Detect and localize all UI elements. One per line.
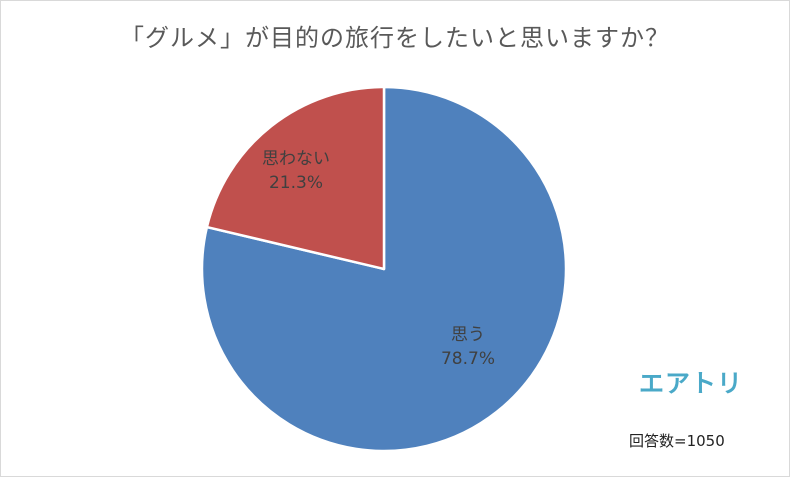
slice-label-0: 思う (451, 325, 485, 345)
chart-title: 「グルメ」が目的の旅行をしたいと思いますか？ (120, 24, 670, 52)
slice-value-label-0: 78.7% (441, 349, 495, 369)
slice-label-1: 思わない (262, 149, 330, 169)
brand-logo: エアトリ (639, 369, 744, 398)
slice-value-label-1: 21.3% (269, 173, 323, 193)
pie-slice-0 (200, 85, 568, 453)
respondent-count: 回答数=1050 (629, 432, 725, 450)
pie-slice-1 (205, 85, 386, 271)
